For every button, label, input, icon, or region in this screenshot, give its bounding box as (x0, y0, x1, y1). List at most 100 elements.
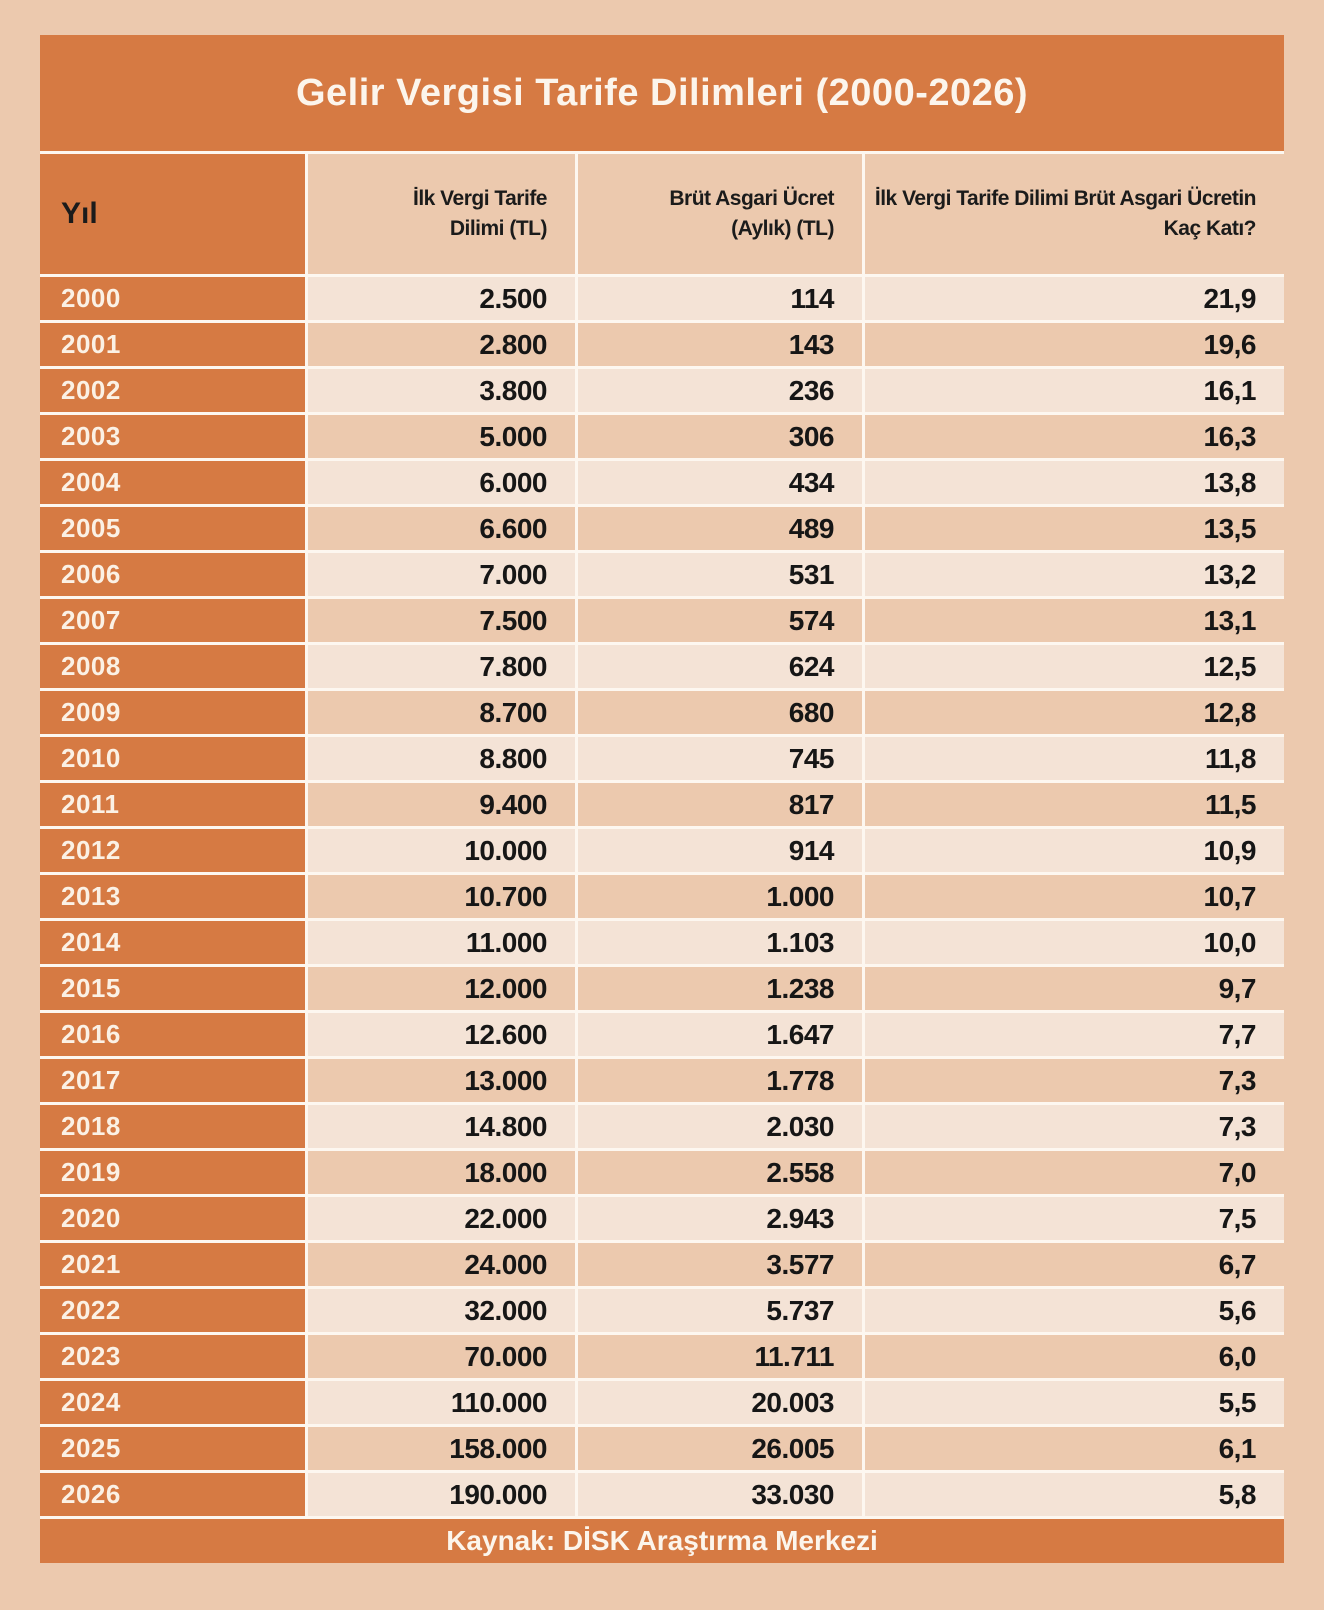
year-cell: 2008 (40, 645, 305, 688)
ratio-cell: 7,3 (865, 1059, 1284, 1102)
year-cell: 2020 (40, 1197, 305, 1240)
column-header-year: Yıl (40, 154, 305, 274)
first-tax-bracket-cell: 6.000 (308, 461, 575, 504)
table-row: 2005 6.600 489 13,5 (40, 507, 1284, 550)
ratio-cell: 13,2 (865, 553, 1284, 596)
ratio-cell: 5,8 (865, 1473, 1284, 1516)
table-row: 2016 12.600 1.647 7,7 (40, 1013, 1284, 1056)
table-row: 2026 190.000 33.030 5,8 (40, 1473, 1284, 1516)
gross-minimum-wage-cell: 489 (578, 507, 862, 550)
ratio-cell: 12,8 (865, 691, 1284, 734)
gross-minimum-wage-cell: 574 (578, 599, 862, 642)
table-row: 2008 7.800 624 12,5 (40, 645, 1284, 688)
table-title: Gelir Vergisi Tarife Dilimleri (2000-202… (40, 35, 1284, 151)
year-cell: 2014 (40, 921, 305, 964)
gross-minimum-wage-cell: 680 (578, 691, 862, 734)
ratio-cell: 6,1 (865, 1427, 1284, 1470)
first-tax-bracket-cell: 6.600 (308, 507, 575, 550)
year-cell: 2004 (40, 461, 305, 504)
first-tax-bracket-cell: 8.700 (308, 691, 575, 734)
first-tax-bracket-cell: 190.000 (308, 1473, 575, 1516)
first-tax-bracket-cell: 8.800 (308, 737, 575, 780)
ratio-cell: 7,5 (865, 1197, 1284, 1240)
year-cell: 2016 (40, 1013, 305, 1056)
table-row: 2013 10.700 1.000 10,7 (40, 875, 1284, 918)
gross-minimum-wage-cell: 33.030 (578, 1473, 862, 1516)
tax-brackets-table: Gelir Vergisi Tarife Dilimleri (2000-202… (40, 35, 1284, 1563)
gross-minimum-wage-cell: 3.577 (578, 1243, 862, 1286)
gross-minimum-wage-cell: 306 (578, 415, 862, 458)
first-tax-bracket-cell: 5.000 (308, 415, 575, 458)
gross-minimum-wage-cell: 1.103 (578, 921, 862, 964)
first-tax-bracket-cell: 110.000 (308, 1381, 575, 1424)
gross-minimum-wage-cell: 1.238 (578, 967, 862, 1010)
table-row: 2003 5.000 306 16,3 (40, 415, 1284, 458)
first-tax-bracket-cell: 13.000 (308, 1059, 575, 1102)
first-tax-bracket-cell: 7.800 (308, 645, 575, 688)
year-cell: 2021 (40, 1243, 305, 1286)
gross-minimum-wage-cell: 143 (578, 323, 862, 366)
year-cell: 2017 (40, 1059, 305, 1102)
ratio-cell: 11,8 (865, 737, 1284, 780)
year-cell: 2002 (40, 369, 305, 412)
table-row: 2007 7.500 574 13,1 (40, 599, 1284, 642)
year-cell: 2015 (40, 967, 305, 1010)
table-row: 2009 8.700 680 12,8 (40, 691, 1284, 734)
first-tax-bracket-cell: 32.000 (308, 1289, 575, 1332)
ratio-cell: 10,7 (865, 875, 1284, 918)
ratio-cell: 7,7 (865, 1013, 1284, 1056)
table-row: 2004 6.000 434 13,8 (40, 461, 1284, 504)
first-tax-bracket-cell: 2.500 (308, 277, 575, 320)
gross-minimum-wage-cell: 1.000 (578, 875, 862, 918)
ratio-cell: 7,3 (865, 1105, 1284, 1148)
year-cell: 2001 (40, 323, 305, 366)
column-header-ratio-label: İlk Vergi Tarife Dilimi Brüt Asgari Ücre… (874, 186, 1257, 240)
gross-minimum-wage-cell: 745 (578, 737, 862, 780)
header-row: Yıl İlk Vergi Tarife Dilimi (TL) Brüt As… (40, 154, 1284, 274)
gross-minimum-wage-cell: 114 (578, 277, 862, 320)
gross-minimum-wage-cell: 531 (578, 553, 862, 596)
first-tax-bracket-cell: 18.000 (308, 1151, 575, 1194)
year-cell: 2026 (40, 1473, 305, 1516)
table-row: 2014 11.000 1.103 10,0 (40, 921, 1284, 964)
table-row: 2021 24.000 3.577 6,7 (40, 1243, 1284, 1286)
table-row: 2011 9.400 817 11,5 (40, 783, 1284, 826)
year-cell: 2006 (40, 553, 305, 596)
ratio-cell: 19,6 (865, 323, 1284, 366)
table-row: 2006 7.000 531 13,2 (40, 553, 1284, 596)
gross-minimum-wage-cell: 236 (578, 369, 862, 412)
table-row: 2019 18.000 2.558 7,0 (40, 1151, 1284, 1194)
ratio-cell: 13,1 (865, 599, 1284, 642)
first-tax-bracket-cell: 158.000 (308, 1427, 575, 1470)
column-header-first-tax-bracket-label: İlk Vergi Tarife Dilimi (TL) (412, 186, 548, 240)
gross-minimum-wage-cell: 434 (578, 461, 862, 504)
table-row: 2001 2.800 143 19,6 (40, 323, 1284, 366)
column-header-ratio: İlk Vergi Tarife Dilimi Brüt Asgari Ücre… (865, 154, 1284, 274)
first-tax-bracket-cell: 14.800 (308, 1105, 575, 1148)
ratio-cell: 5,6 (865, 1289, 1284, 1332)
ratio-cell: 16,3 (865, 415, 1284, 458)
gross-minimum-wage-cell: 2.558 (578, 1151, 862, 1194)
first-tax-bracket-cell: 3.800 (308, 369, 575, 412)
column-header-first-tax-bracket: İlk Vergi Tarife Dilimi (TL) (308, 154, 575, 274)
ratio-cell: 12,5 (865, 645, 1284, 688)
ratio-cell: 10,0 (865, 921, 1284, 964)
year-cell: 2019 (40, 1151, 305, 1194)
ratio-cell: 5,5 (865, 1381, 1284, 1424)
gross-minimum-wage-cell: 1.647 (578, 1013, 862, 1056)
table-row: 2012 10.000 914 10,9 (40, 829, 1284, 872)
year-cell: 2012 (40, 829, 305, 872)
table-row: 2010 8.800 745 11,8 (40, 737, 1284, 780)
first-tax-bracket-cell: 2.800 (308, 323, 575, 366)
first-tax-bracket-cell: 22.000 (308, 1197, 575, 1240)
table-body: 2000 2.500 114 21,9 2001 2.800 143 19,6 … (40, 277, 1284, 1516)
gross-minimum-wage-cell: 26.005 (578, 1427, 862, 1470)
first-tax-bracket-cell: 7.500 (308, 599, 575, 642)
year-cell: 2023 (40, 1335, 305, 1378)
ratio-cell: 10,9 (865, 829, 1284, 872)
table-row: 2018 14.800 2.030 7,3 (40, 1105, 1284, 1148)
year-cell: 2025 (40, 1427, 305, 1470)
table-row: 2015 12.000 1.238 9,7 (40, 967, 1284, 1010)
year-cell: 2013 (40, 875, 305, 918)
